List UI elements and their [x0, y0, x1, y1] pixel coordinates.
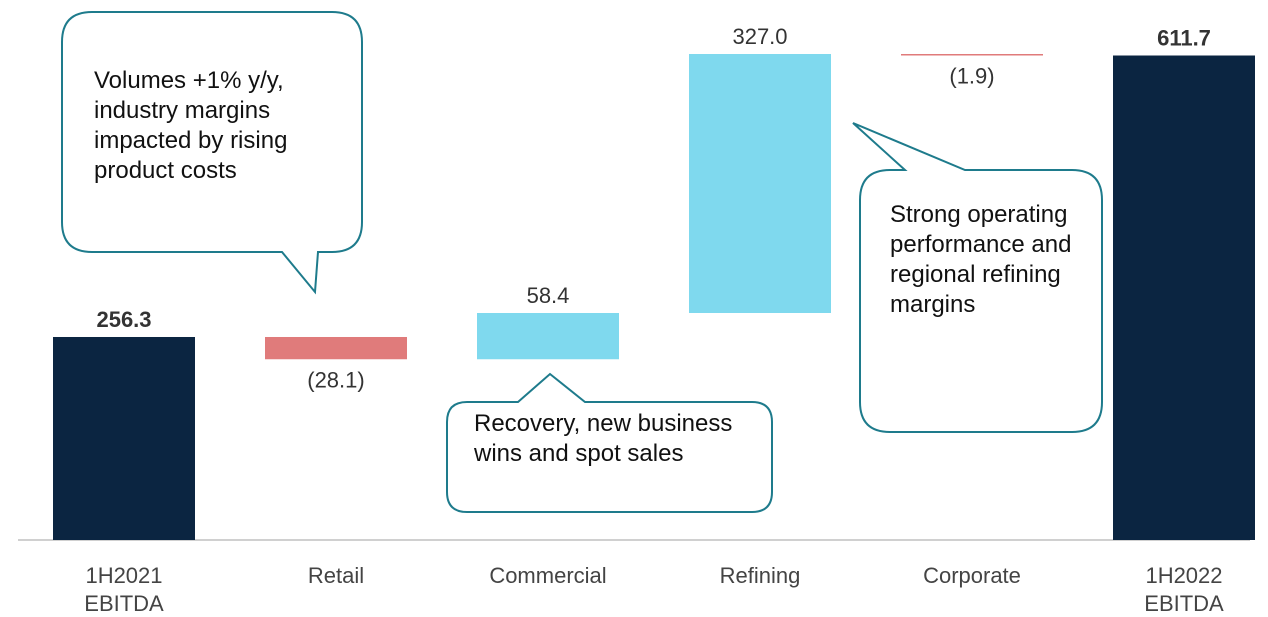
callout-bubble [852, 122, 1103, 433]
annotation: Strong operating performance and regiona… [890, 201, 1072, 318]
value-label: 327.0 [732, 24, 787, 49]
value-label: 611.7 [1157, 26, 1211, 51]
bar [1113, 55, 1255, 541]
bar [53, 336, 195, 540]
bar [477, 312, 619, 360]
bar [901, 54, 1043, 56]
bar [689, 54, 831, 313]
value-label: (28.1) [307, 367, 364, 392]
x-tick-label: 1H2022 EBITDA (RC) [1144, 563, 1224, 616]
x-tick-label: Refining [719, 563, 801, 588]
callout-bubble [61, 11, 363, 295]
callout-bubble [446, 372, 773, 513]
value-label: (1.9) [949, 64, 994, 89]
value-label: 58.4 [527, 283, 570, 308]
bar [265, 336, 407, 360]
value-label: 256.3 [96, 307, 151, 332]
annotation: Volumes +1% y/y, industry margins impact… [94, 67, 288, 184]
x-tick-label: Corporate [923, 563, 1021, 588]
x-tick-label: Retail [307, 563, 365, 588]
x-tick-label: 1H2021 EBITDA (RC) [84, 563, 164, 616]
annotation: Recovery, new business wins and spot sal… [474, 410, 733, 467]
x-tick-label: Commercial [489, 563, 607, 588]
